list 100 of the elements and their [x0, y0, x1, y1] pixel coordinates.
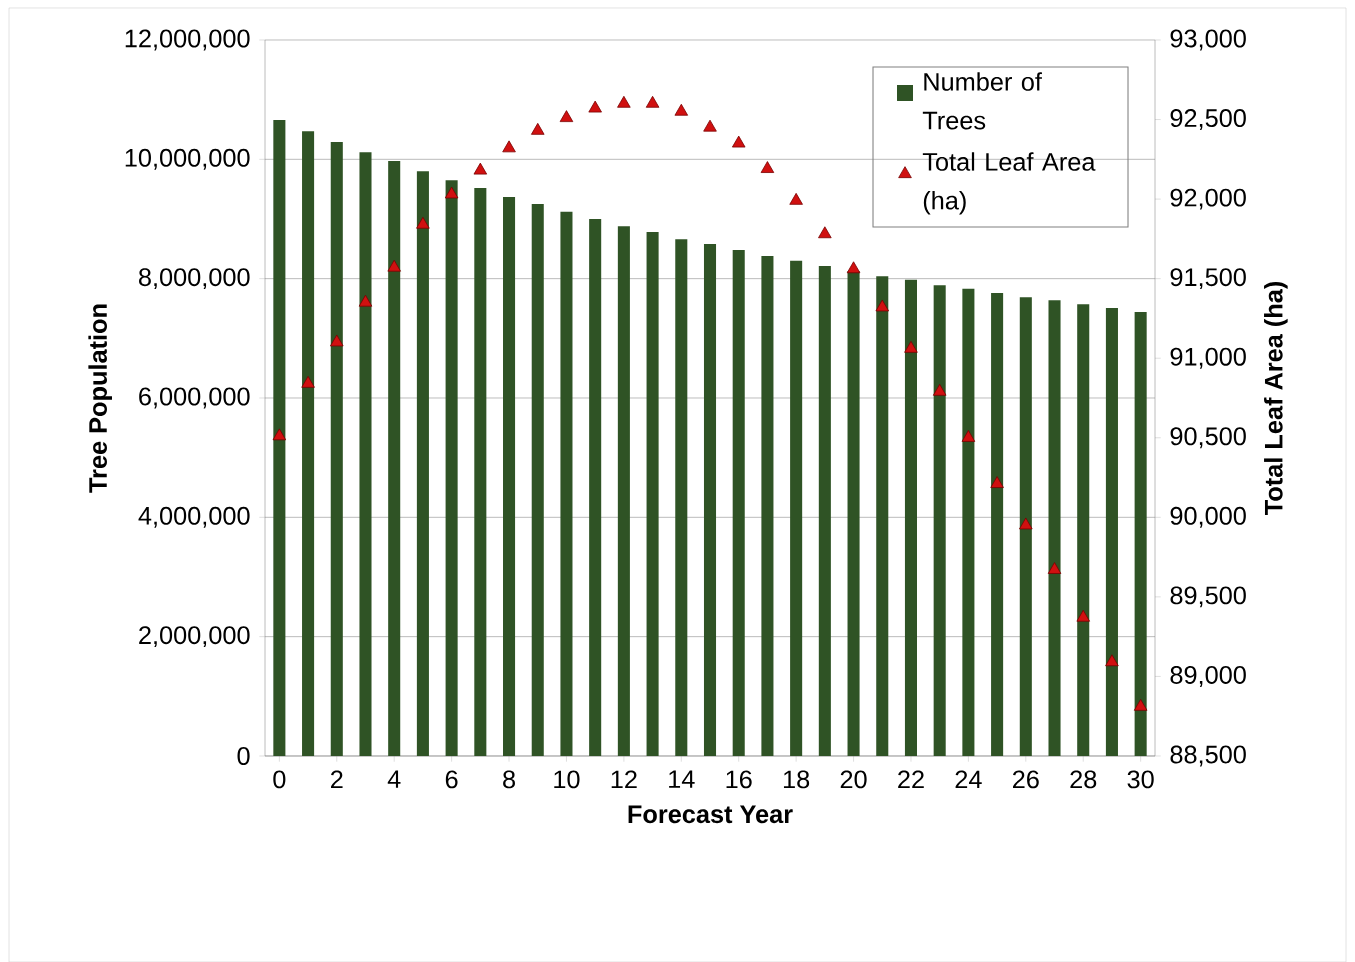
bar	[416, 171, 429, 756]
point	[703, 119, 717, 132]
point	[932, 383, 947, 396]
y2-axis-title: Total Leaf Area (ha)	[1264, 281, 1288, 515]
bar	[646, 231, 659, 756]
point	[617, 95, 631, 108]
y-tick-label: 2,000,000	[139, 626, 250, 647]
point	[387, 259, 401, 272]
point	[789, 192, 803, 205]
point	[1105, 654, 1119, 667]
bar	[273, 119, 286, 756]
y2-tick-label: 91,500	[1170, 268, 1246, 289]
x-tick-label: 4	[387, 770, 401, 788]
bar	[1019, 297, 1032, 756]
y-tick-label: 10,000,000	[125, 148, 250, 170]
y2-tick-label: 92,500	[1170, 108, 1246, 130]
legend-label: Total Leaf Area (ha)	[922, 152, 1096, 215]
x-tick-label: 26	[1013, 770, 1039, 789]
bar	[1077, 304, 1090, 756]
point	[416, 216, 430, 229]
point	[961, 429, 976, 442]
x-tick-label: 24	[955, 770, 982, 788]
y-tick-label: 4,000,000	[138, 506, 250, 528]
bar	[933, 285, 946, 756]
x-tick-label: 28	[1070, 770, 1097, 789]
x-tick-label: 16	[726, 770, 752, 789]
bar	[904, 279, 917, 756]
bar	[560, 211, 573, 756]
y2-tick-label: 91,000	[1170, 347, 1246, 369]
point	[875, 299, 890, 312]
y2-tick-label: 88,500	[1170, 745, 1246, 767]
bar	[761, 255, 774, 756]
point	[1133, 698, 1148, 711]
point	[818, 226, 832, 239]
point	[1047, 561, 1062, 574]
x-axis-title: Forecast Year	[628, 805, 793, 824]
point	[272, 428, 287, 441]
y-axis-title: Tree Population	[88, 304, 112, 493]
point	[904, 340, 918, 353]
x-tick-label: 8	[503, 770, 515, 789]
y2-tick-label: 89,000	[1170, 665, 1246, 687]
bar	[302, 131, 315, 756]
x-tick-label: 18	[783, 770, 810, 789]
bar	[847, 270, 860, 756]
bar	[962, 288, 975, 756]
point	[358, 294, 373, 307]
x-tick-label: 20	[840, 770, 867, 789]
point	[1076, 609, 1090, 622]
point	[473, 162, 488, 175]
y2-tick-label: 90,000	[1170, 506, 1246, 528]
bar	[790, 260, 803, 756]
bar	[732, 249, 745, 756]
point	[760, 161, 775, 173]
y2-tick-label: 90,500	[1170, 427, 1246, 449]
bar	[503, 196, 516, 756]
x-tick-label: 2	[331, 770, 343, 788]
y-tick-label: 8,000,000	[139, 268, 250, 289]
point	[301, 375, 315, 388]
point	[674, 103, 689, 116]
bar	[703, 243, 717, 756]
x-tick-label: 6	[445, 770, 458, 789]
x-tick-label: 0	[273, 770, 286, 789]
bar	[388, 160, 401, 756]
point	[444, 186, 459, 199]
bar	[589, 218, 602, 756]
x-tick-label: 14	[669, 770, 695, 788]
bar	[1048, 300, 1061, 756]
x-tick-label: 10	[554, 770, 580, 789]
x-tick-label: 22	[898, 770, 924, 788]
bar	[359, 152, 372, 756]
point	[731, 135, 746, 148]
point	[588, 100, 602, 113]
y2-tick-label: 89,500	[1170, 586, 1246, 608]
point	[846, 261, 861, 274]
x-tick-label: 12	[611, 770, 637, 788]
y-tick-label: 0	[237, 746, 250, 765]
bar	[818, 266, 831, 756]
bar	[330, 141, 343, 756]
legend-label: Number of Trees	[922, 72, 1042, 130]
point	[502, 140, 516, 153]
point	[330, 334, 344, 347]
bar	[531, 203, 544, 756]
point	[1019, 517, 1033, 530]
point	[645, 95, 660, 108]
bar	[474, 187, 487, 756]
bar	[675, 239, 688, 756]
y2-tick-label: 93,000	[1170, 29, 1246, 51]
bar	[1105, 307, 1118, 756]
y2-tick-label: 92,000	[1170, 188, 1246, 210]
bar	[445, 180, 458, 756]
point	[531, 122, 545, 135]
bar	[991, 292, 1004, 756]
y-tick-label: 12,000,000	[125, 29, 250, 51]
point	[990, 476, 1004, 488]
bar	[617, 226, 630, 756]
y-tick-label: 6,000,000	[139, 387, 250, 409]
bar	[1134, 311, 1147, 756]
point	[559, 110, 574, 122]
x-tick-label: 30	[1127, 770, 1154, 789]
bar	[876, 276, 889, 756]
